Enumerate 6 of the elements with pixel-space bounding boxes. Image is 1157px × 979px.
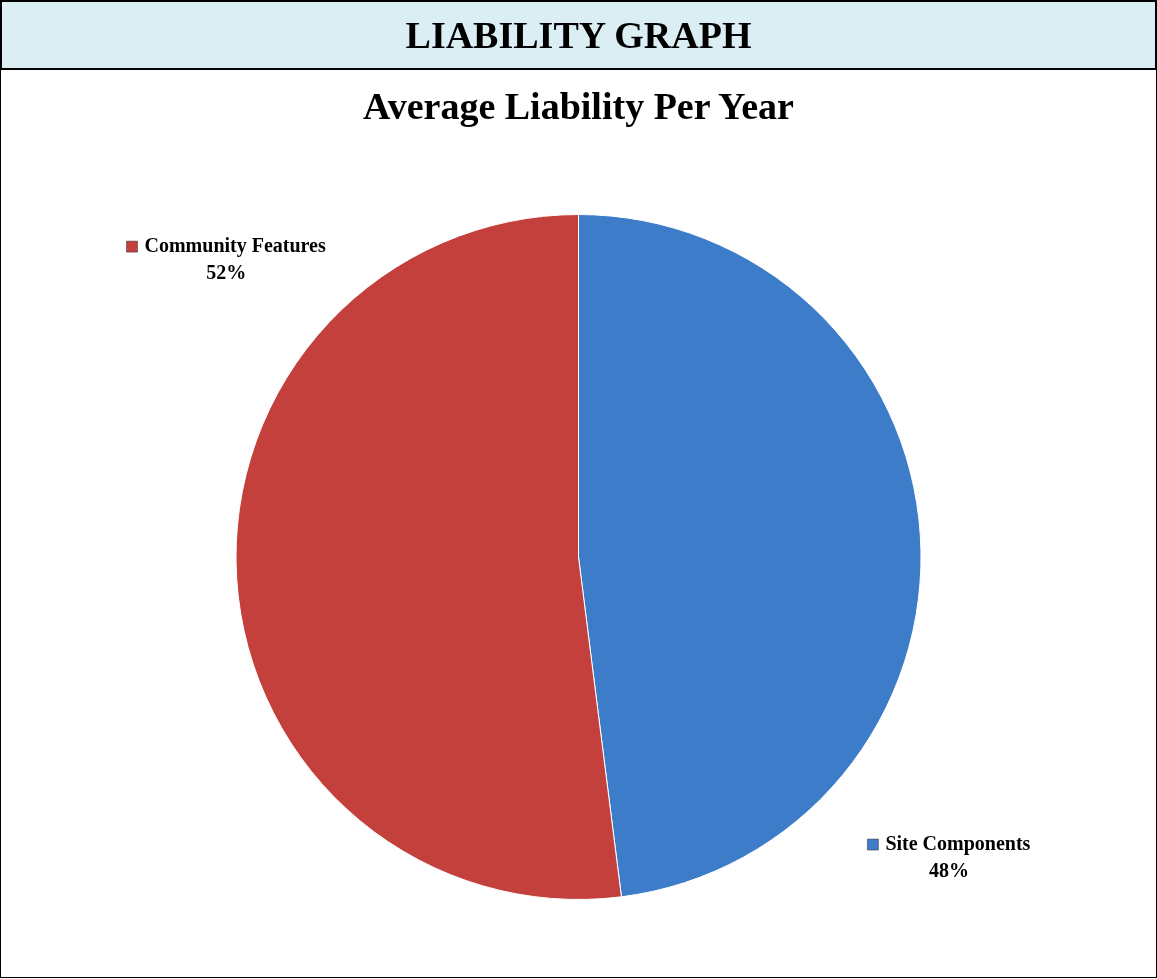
legend-label: Community Features	[144, 234, 326, 258]
data-label: 48%	[928, 859, 969, 882]
data-label: 52%	[206, 261, 247, 284]
chart-title: LIABILITY GRAPH	[0, 0, 1157, 70]
legend-label: Site Components	[885, 832, 1031, 856]
chart-subtitle: Average Liability Per Year	[362, 84, 795, 128]
